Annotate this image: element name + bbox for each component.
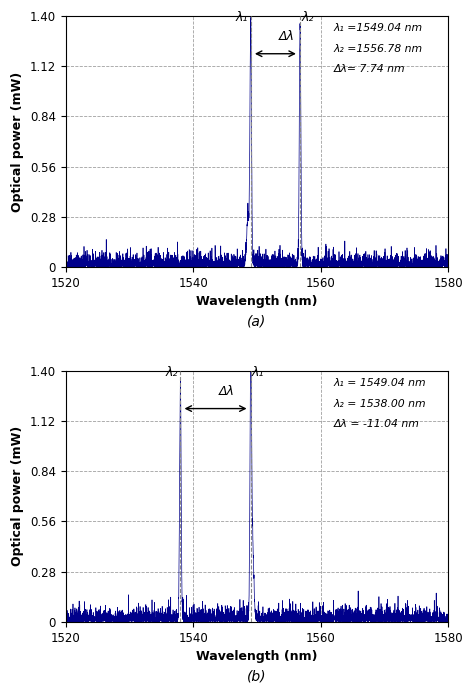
- Text: (a): (a): [247, 315, 266, 328]
- Text: Δλ: Δλ: [219, 385, 235, 398]
- Y-axis label: Optical power (mW): Optical power (mW): [11, 71, 24, 211]
- Text: λ₁ =1549.04 nm: λ₁ =1549.04 nm: [333, 24, 422, 33]
- Text: λ₂ = 1538.00 nm: λ₂ = 1538.00 nm: [333, 398, 426, 409]
- Y-axis label: Optical power (mW): Optical power (mW): [11, 426, 24, 566]
- Text: λ₁: λ₁: [236, 12, 248, 24]
- Text: Δλ = -11.04 nm: Δλ = -11.04 nm: [333, 419, 419, 430]
- Text: Δλ= 7.74 nm: Δλ= 7.74 nm: [333, 64, 405, 74]
- Text: λ₂: λ₂: [165, 367, 178, 379]
- Text: (b): (b): [247, 669, 266, 683]
- X-axis label: Wavelength (nm): Wavelength (nm): [196, 295, 318, 308]
- Text: λ₂ =1556.78 nm: λ₂ =1556.78 nm: [333, 44, 422, 54]
- Text: λ₁ = 1549.04 nm: λ₁ = 1549.04 nm: [333, 378, 426, 388]
- Text: λ₁: λ₁: [252, 367, 264, 379]
- Text: λ₂: λ₂: [301, 12, 314, 24]
- X-axis label: Wavelength (nm): Wavelength (nm): [196, 650, 318, 663]
- Text: Δλ: Δλ: [279, 30, 294, 43]
